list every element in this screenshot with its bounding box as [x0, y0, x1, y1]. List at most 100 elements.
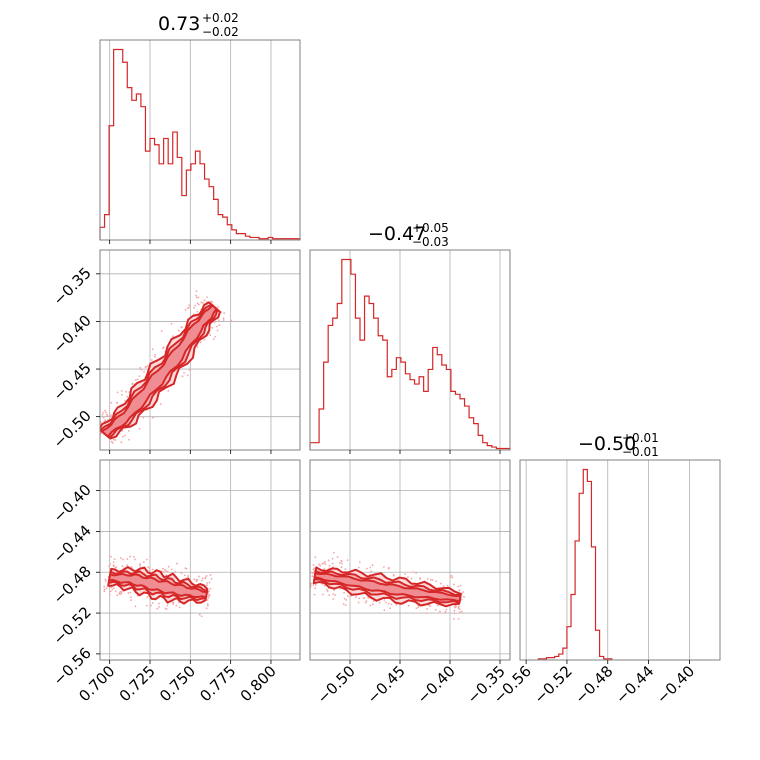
sample-point: [212, 338, 215, 341]
sample-point: [446, 584, 449, 587]
sample-point: [312, 564, 315, 566]
sample-point: [204, 577, 207, 580]
sample-point: [389, 607, 392, 610]
sample-point: [119, 590, 122, 593]
sample-point: [167, 389, 170, 392]
param-title-plus-2: +0.05: [412, 221, 449, 235]
sample-point: [164, 568, 166, 571]
sample-point: [131, 382, 134, 385]
sample-point: [357, 566, 360, 569]
sample-point: [193, 306, 196, 309]
sample-point: [180, 572, 183, 575]
sample-point: [200, 301, 203, 304]
hist-panel-frame-2: [309, 249, 511, 451]
sample-point: [327, 559, 330, 562]
sample-point: [105, 587, 108, 590]
hist-panel-1: 0.73 +0.02−0.02: [99, 11, 301, 244]
y-ticklabel: −0.40: [50, 312, 95, 357]
sample-point: [218, 319, 220, 321]
sample-point: [151, 348, 154, 351]
sample-point: [108, 565, 110, 567]
sample-point: [172, 603, 175, 605]
sample-point: [196, 578, 199, 581]
pair-body-2: [103, 555, 213, 618]
sample-point: [345, 599, 348, 601]
sample-point: [429, 605, 432, 608]
sample-point: [314, 587, 317, 590]
sample-point: [340, 559, 343, 562]
sample-point: [415, 607, 418, 610]
hist-panel-1-grid: [109, 40, 272, 240]
sample-point: [370, 570, 373, 573]
pair-panel-frame-2: [99, 459, 301, 661]
sample-point: [429, 578, 432, 581]
sample-point: [125, 390, 127, 393]
sample-point: [187, 374, 189, 377]
sample-point: [126, 564, 129, 566]
sample-point: [455, 605, 458, 608]
sample-point: [210, 578, 213, 580]
sample-point: [110, 555, 113, 558]
sample-point: [371, 603, 374, 606]
sample-point: [325, 588, 328, 591]
sample-point: [103, 585, 106, 588]
sample-point: [347, 595, 349, 598]
sample-point: [145, 366, 147, 368]
sample-point: [449, 576, 452, 579]
sample-point: [104, 578, 107, 581]
sample-point: [206, 296, 208, 299]
sample-point: [183, 574, 186, 577]
sample-point: [121, 435, 124, 438]
sample-point: [435, 580, 437, 583]
sample-point: [460, 598, 463, 601]
sample-point: [112, 438, 115, 441]
hist-panel-frame-3: [519, 459, 721, 661]
sample-point: [120, 441, 123, 444]
sample-point: [178, 606, 181, 609]
sample-point: [209, 334, 212, 337]
sample-point: [211, 326, 214, 329]
sample-point: [457, 617, 460, 620]
sample-point: [207, 593, 210, 596]
x-ticklabel: −0.50: [314, 662, 359, 707]
sample-point: [96, 419, 98, 421]
sample-point: [439, 610, 441, 613]
sample-point: [383, 609, 386, 612]
x-ticklabel: −0.45: [364, 662, 409, 707]
histogram-step-3: [537, 468, 613, 660]
sample-point: [459, 584, 462, 587]
sample-point: [187, 576, 190, 579]
sample-point: [116, 594, 119, 597]
sample-point: [145, 558, 148, 561]
sample-point: [343, 597, 346, 600]
sample-point: [209, 574, 212, 576]
sample-point: [206, 582, 209, 584]
sample-point: [134, 558, 136, 561]
sample-point: [222, 319, 225, 321]
sample-point: [392, 574, 395, 577]
sample-point: [444, 610, 447, 613]
sample-point: [139, 563, 141, 565]
sample-point: [209, 587, 212, 590]
sample-point: [338, 561, 341, 564]
sample-point: [328, 594, 331, 597]
sample-point: [96, 427, 98, 429]
sample-point: [110, 414, 112, 417]
sample-point: [110, 440, 113, 443]
y-ticklabel: −0.48: [50, 562, 95, 607]
sample-point: [109, 593, 111, 596]
y-ticklabel: −0.52: [50, 603, 95, 648]
sample-point: [208, 581, 211, 584]
sample-point: [333, 589, 335, 592]
sample-point: [450, 574, 453, 577]
sample-point: [162, 567, 164, 570]
sample-point: [196, 302, 199, 305]
sample-point: [321, 563, 324, 565]
x-ticklabel: −0.40: [414, 662, 459, 707]
sample-point: [126, 558, 129, 560]
sample-point: [214, 320, 217, 323]
pair-panel-3-grid: [310, 460, 510, 660]
sample-point: [426, 608, 428, 610]
sample-point: [159, 403, 162, 406]
sample-point: [203, 299, 206, 302]
